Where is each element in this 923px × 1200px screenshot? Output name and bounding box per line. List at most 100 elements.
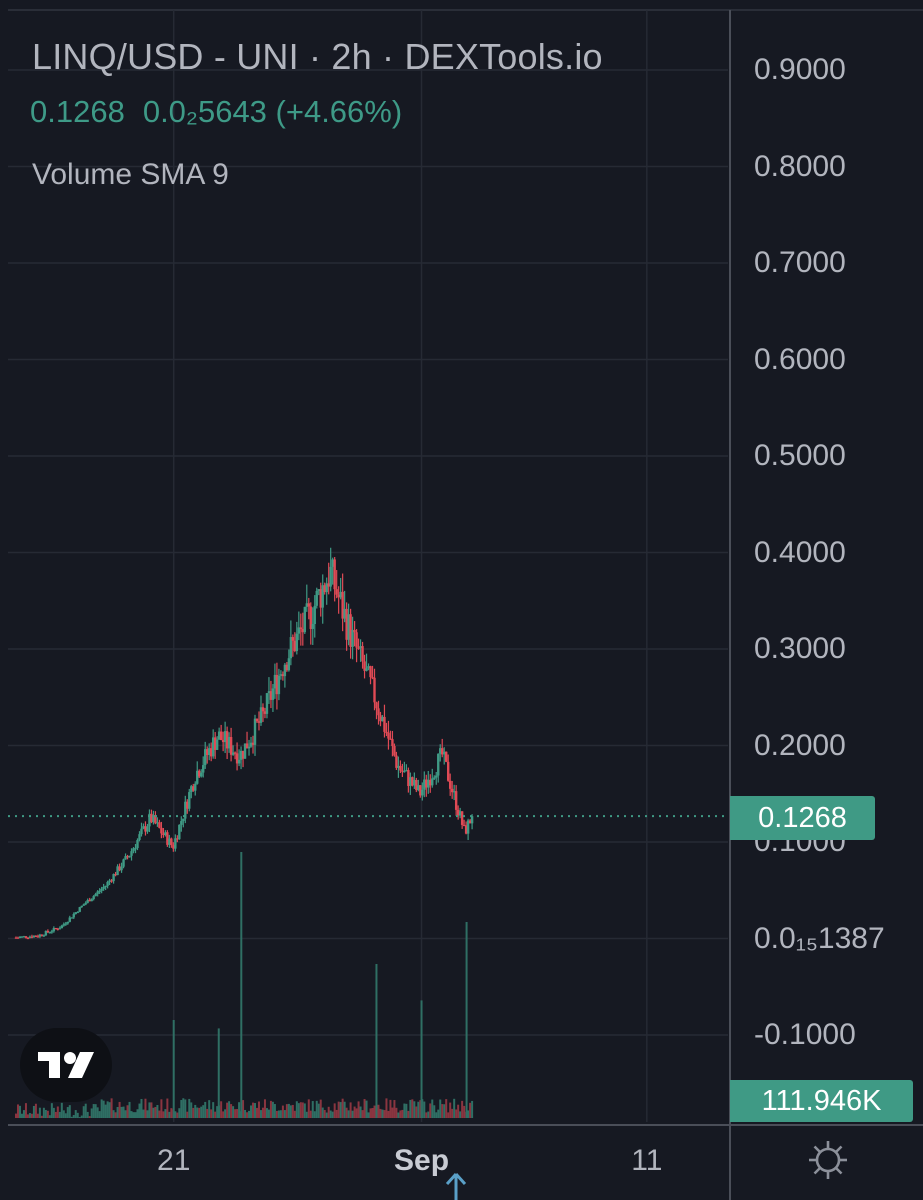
candle-body (118, 866, 121, 871)
candle-body (299, 627, 303, 629)
last-price: 0.1268 (30, 94, 125, 129)
candle-body (269, 691, 273, 700)
volume-bar (371, 1108, 374, 1118)
volume-bar (407, 1110, 410, 1118)
candle-body (28, 936, 32, 938)
candle-body (319, 589, 322, 608)
volume-bar (321, 1107, 324, 1118)
volume-bar (58, 1111, 61, 1118)
volume-bar (15, 1113, 17, 1118)
volume-bar (166, 1098, 169, 1118)
volume-bar (461, 1100, 464, 1118)
candle-body (74, 912, 77, 915)
volume-bar (377, 1104, 380, 1118)
volume-bar (365, 1100, 368, 1118)
volume-bar (279, 1110, 282, 1118)
arrow-up-icon[interactable] (445, 1172, 467, 1200)
candle-body (80, 905, 83, 908)
candle-body (194, 783, 197, 791)
candle-body (34, 935, 38, 938)
candle-body (94, 893, 97, 897)
candle-body (331, 559, 334, 567)
volume-bar (108, 1102, 111, 1118)
volume-bar (160, 1099, 163, 1118)
candle-body (64, 923, 67, 925)
volume-bar (174, 1111, 177, 1118)
volume-bar (16, 1104, 19, 1118)
volume-bar (248, 1110, 251, 1118)
candle-body (303, 606, 306, 633)
candle-body (198, 770, 201, 777)
y-tick-label: 0.5000 (754, 439, 846, 472)
indicator-label[interactable]: Volume SMA 9 (32, 158, 229, 191)
candle-body (261, 707, 265, 712)
volume-bar (441, 1104, 444, 1118)
volume-bar (347, 1110, 350, 1118)
tradingview-logo-icon[interactable] (20, 1028, 112, 1102)
candle-body (367, 666, 370, 669)
volume-bar (30, 1113, 33, 1118)
volume-spike (375, 964, 378, 1118)
candle-body (369, 666, 372, 678)
candle-body (273, 674, 277, 689)
volume-bar (24, 1103, 27, 1118)
candle-body (293, 640, 297, 651)
volume-bar (182, 1098, 185, 1118)
volume-bar (192, 1107, 195, 1118)
volume-bar (453, 1098, 456, 1118)
candle-body (349, 614, 352, 647)
volume-bar (315, 1100, 318, 1118)
volume-bar (361, 1110, 364, 1118)
volume-bar (94, 1104, 97, 1118)
candle-body (335, 589, 338, 595)
candle-body (46, 930, 50, 933)
volume-bar (353, 1106, 356, 1118)
volume-bar (60, 1102, 63, 1118)
volume-bar (124, 1110, 127, 1118)
candle-body (468, 820, 472, 824)
candle-body (124, 856, 127, 860)
volume-bar (114, 1112, 117, 1118)
volume-bar (134, 1112, 137, 1118)
volume-bar (285, 1104, 288, 1118)
volume-bar (164, 1109, 167, 1118)
x-tick-label: 11 (631, 1144, 663, 1177)
candle-body (138, 834, 141, 840)
volume-bar (32, 1105, 35, 1118)
volume-bar (415, 1106, 418, 1118)
volume-bar (132, 1112, 135, 1118)
candle-body (154, 815, 157, 824)
candle-body (433, 777, 436, 779)
candle-body (435, 775, 438, 778)
candle-body (152, 815, 155, 823)
candle-body (343, 608, 346, 619)
candle-body (60, 925, 64, 929)
volume-bar (345, 1107, 348, 1118)
volume-spike (420, 1000, 423, 1118)
candle-body (393, 745, 396, 756)
volume-bar (439, 1099, 442, 1118)
candle-body (309, 606, 312, 629)
candle-body (415, 779, 418, 791)
volume-bar (259, 1110, 262, 1118)
volume-bar (385, 1098, 388, 1118)
volume-bar (70, 1116, 73, 1118)
candle-body (62, 924, 66, 926)
candle-body (96, 891, 99, 894)
candle-body (371, 677, 374, 679)
candle-body (450, 788, 454, 793)
candle-body (200, 772, 203, 777)
volume-bar (40, 1115, 43, 1118)
volume-bar (98, 1111, 101, 1118)
volume-bar (417, 1101, 420, 1118)
volume-bar (22, 1110, 25, 1118)
volume-bar (273, 1104, 276, 1118)
candle-body (271, 688, 275, 700)
candle-body (313, 605, 316, 625)
gear-icon[interactable] (806, 1138, 850, 1182)
candle-body (24, 936, 28, 938)
candle-body (156, 822, 159, 824)
candle-body (251, 742, 255, 745)
current-price-tag: 0.1268 (730, 796, 875, 840)
